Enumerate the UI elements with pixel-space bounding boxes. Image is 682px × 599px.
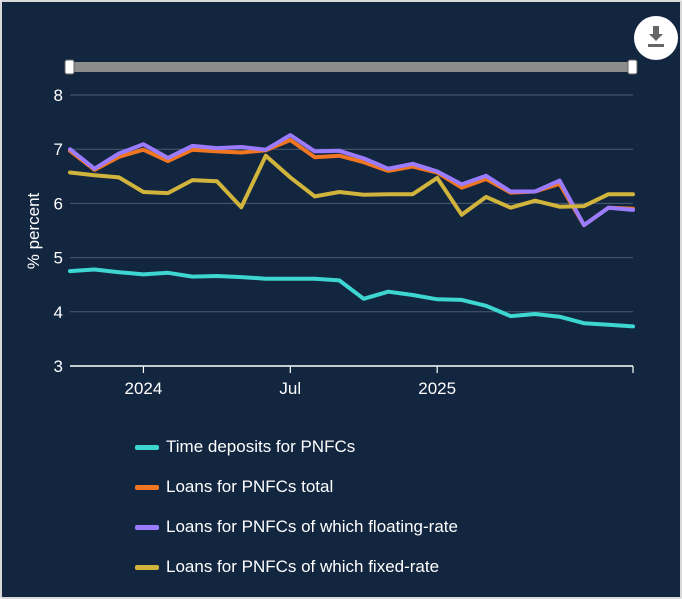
x-tick-label: 2025 [418, 379, 456, 398]
series-line-loans-for-pnfcs-of-which-fixed-rate[interactable] [68, 153, 635, 217]
legend-swatch [135, 564, 159, 570]
legend-item[interactable]: Loans for PNFCs total [135, 467, 555, 507]
legend-label: Loans for PNFCs of which fixed-rate [166, 557, 440, 576]
gridlines [70, 94, 633, 313]
y-axis-title: % percent [24, 192, 43, 269]
y-tick-label: 7 [54, 140, 63, 159]
x-tick-label: Jul [279, 379, 301, 398]
legend-swatch [135, 524, 159, 530]
y-tick-label: 5 [54, 249, 63, 268]
legend-label: Loans for PNFCs of which floating-rate [166, 517, 458, 536]
chart-legend: Time deposits for PNFCs Loans for PNFCs t… [135, 427, 555, 587]
legend-label: Time deposits for PNFCs [166, 437, 356, 456]
range-selector-right-handle[interactable] [627, 59, 638, 75]
legend-label: Loans for PNFCs total [166, 477, 334, 496]
legend-item[interactable]: Loans for PNFCs of which fixed-rate [135, 547, 555, 587]
download-icon [648, 26, 664, 47]
range-selector-track[interactable] [68, 62, 634, 72]
legend-item[interactable]: Time deposits for PNFCs [135, 427, 555, 467]
range-selector-left-handle[interactable] [64, 59, 75, 75]
download-button[interactable] [634, 16, 678, 60]
x-tick-label: 2024 [125, 379, 163, 398]
y-tick-label: 6 [54, 194, 63, 213]
legend-swatch [135, 444, 159, 450]
series-line-loans-for-pnfcs-of-which-floating-rate[interactable] [68, 133, 635, 228]
axes: 3 4 5 6 7 8 2024 Jul 2025 [54, 86, 634, 398]
legend-swatch [135, 484, 159, 490]
y-tick-label: 8 [54, 86, 63, 105]
y-tick-label: 3 [54, 357, 63, 376]
legend-item[interactable]: Loans for PNFCs of which floating-rate [135, 507, 555, 547]
series-line-time-deposits-for-pnfcs[interactable] [68, 267, 635, 329]
series-lines [68, 133, 635, 329]
y-tick-label: 4 [54, 303, 63, 322]
